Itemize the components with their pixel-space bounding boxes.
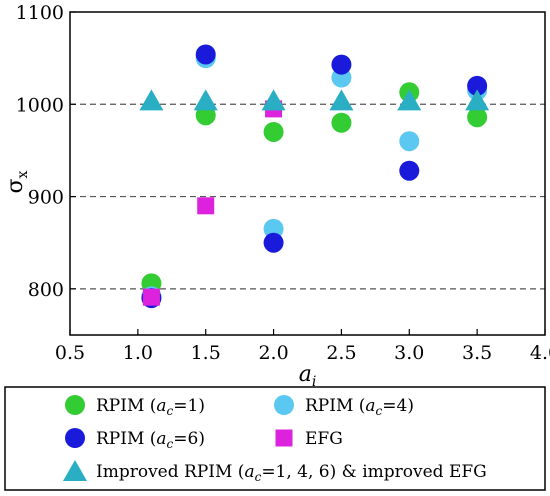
legend-label: EFG bbox=[305, 429, 343, 449]
y-tick-label: 900 bbox=[28, 187, 64, 209]
data-point bbox=[195, 44, 216, 65]
reference-lines bbox=[70, 103, 545, 290]
y-tick-label: 1100 bbox=[16, 2, 64, 24]
data-point bbox=[139, 89, 164, 111]
data-point bbox=[263, 218, 284, 239]
plot-frame bbox=[69, 11, 546, 336]
data-point bbox=[331, 54, 352, 75]
data-point bbox=[261, 89, 286, 111]
legend-marker bbox=[65, 428, 85, 448]
x-tick-label: 1.5 bbox=[191, 342, 221, 364]
data-point bbox=[467, 75, 488, 96]
data-point bbox=[263, 232, 284, 253]
legend-marker bbox=[274, 395, 294, 415]
x-tick-label: 3.0 bbox=[394, 342, 424, 364]
legend-marker bbox=[65, 395, 85, 415]
data-point bbox=[399, 131, 420, 152]
x-tick-label: 3.5 bbox=[462, 342, 492, 364]
legend-marker bbox=[63, 459, 87, 481]
data-point bbox=[142, 288, 160, 306]
x-tick-label: 0.5 bbox=[55, 342, 85, 364]
y-tick-label: 800 bbox=[28, 279, 64, 301]
legend-marker bbox=[275, 429, 293, 447]
x-tick-label: 1.0 bbox=[123, 342, 153, 364]
data-point bbox=[197, 197, 215, 215]
x-tick-label: 2.5 bbox=[326, 342, 356, 364]
data-point bbox=[467, 107, 488, 128]
data-point bbox=[331, 112, 352, 133]
x-tick-label: 2.0 bbox=[258, 342, 288, 364]
data-point bbox=[397, 89, 422, 111]
legend-label: RPIM (ac=1) bbox=[96, 396, 205, 418]
legend-label: RPIM (ac=6) bbox=[96, 429, 205, 451]
legend-label: RPIM (ac=4) bbox=[305, 396, 414, 418]
data-point bbox=[399, 160, 420, 181]
legend-label: Improved RPIM (ac=1, 4, 6) & improved EF… bbox=[96, 462, 487, 484]
y-axis-title: σx bbox=[3, 170, 31, 193]
data-point bbox=[263, 121, 284, 142]
y-tick-label: 1000 bbox=[16, 94, 64, 116]
y-axis: 800 900 1000 1100 bbox=[16, 2, 76, 301]
x-axis: 0.5 1.0 1.5 2.0 2.5 3.0 3.5 4.0 bbox=[55, 329, 550, 364]
data-point bbox=[329, 89, 354, 111]
data-point bbox=[193, 89, 218, 111]
legend: RPIM (ac=1) RPIM (ac=4) RPIM (ac=6) EFG Impr… bbox=[63, 395, 487, 484]
data-points bbox=[139, 44, 490, 309]
x-axis-title: ai bbox=[299, 362, 317, 390]
data-point bbox=[465, 89, 490, 111]
x-tick-label: 4.0 bbox=[530, 342, 550, 364]
